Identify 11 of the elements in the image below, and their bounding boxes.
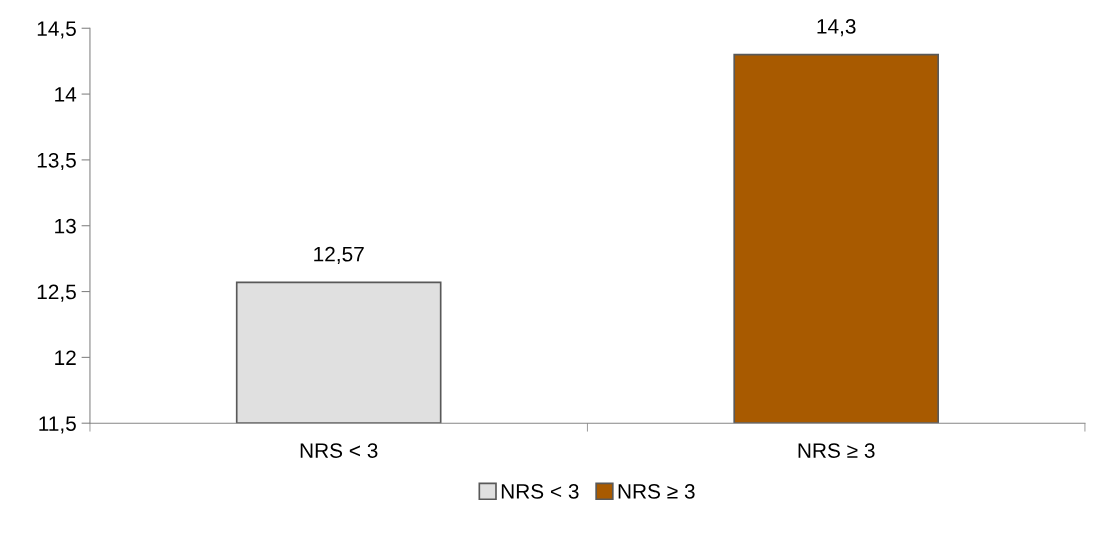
data-label: 12,57 — [314, 246, 364, 265]
legend-label: NRS < 3 — [501, 484, 579, 499]
legend-label: NRS ≥ 3 — [618, 484, 695, 499]
y-tick-label: 12,5 — [37, 284, 76, 302]
data-label: 14,3 — [817, 19, 856, 37]
y-tick-label: 12 — [55, 350, 76, 365]
y-tick-label: 13,5 — [37, 152, 76, 171]
y-tick-label: 14 — [55, 87, 77, 102]
y-tick-label: 14,5 — [37, 21, 76, 39]
y-tick-label: 11,5 — [39, 416, 76, 434]
y-tick-label: 13 — [55, 218, 76, 234]
